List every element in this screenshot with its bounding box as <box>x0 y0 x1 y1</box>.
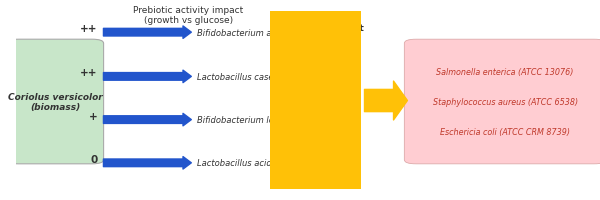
Text: Prebiotic activity impact
(growth vs glucose): Prebiotic activity impact (growth vs glu… <box>133 6 244 25</box>
FancyArrowPatch shape <box>365 82 407 120</box>
FancyBboxPatch shape <box>270 12 361 189</box>
Text: • Competition: • Competition <box>275 56 335 65</box>
Text: • Production of: • Production of <box>275 79 340 88</box>
Text: +: + <box>89 111 98 121</box>
FancyArrowPatch shape <box>103 114 191 126</box>
Text: Lactobacillus acidophilus L10: Lactobacillus acidophilus L10 <box>197 159 320 167</box>
Text: ++: ++ <box>80 68 98 78</box>
Text: Bifidobacterium longum BG6: Bifidobacterium longum BG6 <box>197 116 318 124</box>
Text: Staphylococcus aureus (ATCC 6538): Staphylococcus aureus (ATCC 6538) <box>433 98 578 106</box>
Text: inhibition: inhibition <box>275 171 323 180</box>
Text: ++: ++ <box>80 24 98 34</box>
Text: SCFA:: SCFA: <box>275 102 305 111</box>
Text: Eschericia coli (ATCC CRM 8739): Eschericia coli (ATCC CRM 8739) <box>440 128 570 137</box>
Text: Bifidobacterium animalis B0: Bifidobacterium animalis B0 <box>197 29 315 37</box>
Text: Lactobacillus casei L26: Lactobacillus casei L26 <box>197 73 294 81</box>
Text: →  adhesion: → adhesion <box>275 148 327 157</box>
Text: Inhibitory effect: Inhibitory effect <box>277 24 364 33</box>
Text: Salmonella enterica (ATCC 13076): Salmonella enterica (ATCC 13076) <box>436 67 574 76</box>
Text: Coriolus versicolor
(biomass): Coriolus versicolor (biomass) <box>8 92 103 112</box>
FancyArrowPatch shape <box>103 27 191 39</box>
Text: →  Lower pH: → Lower pH <box>275 125 328 134</box>
FancyArrowPatch shape <box>103 71 191 83</box>
FancyBboxPatch shape <box>404 40 600 164</box>
FancyBboxPatch shape <box>7 40 104 164</box>
FancyArrowPatch shape <box>103 157 191 169</box>
Text: 0: 0 <box>91 154 98 164</box>
